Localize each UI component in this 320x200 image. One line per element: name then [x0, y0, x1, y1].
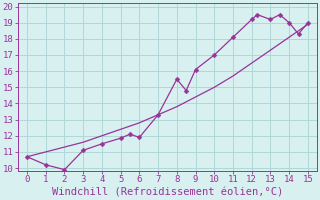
X-axis label: Windchill (Refroidissement éolien,°C): Windchill (Refroidissement éolien,°C)	[52, 187, 283, 197]
